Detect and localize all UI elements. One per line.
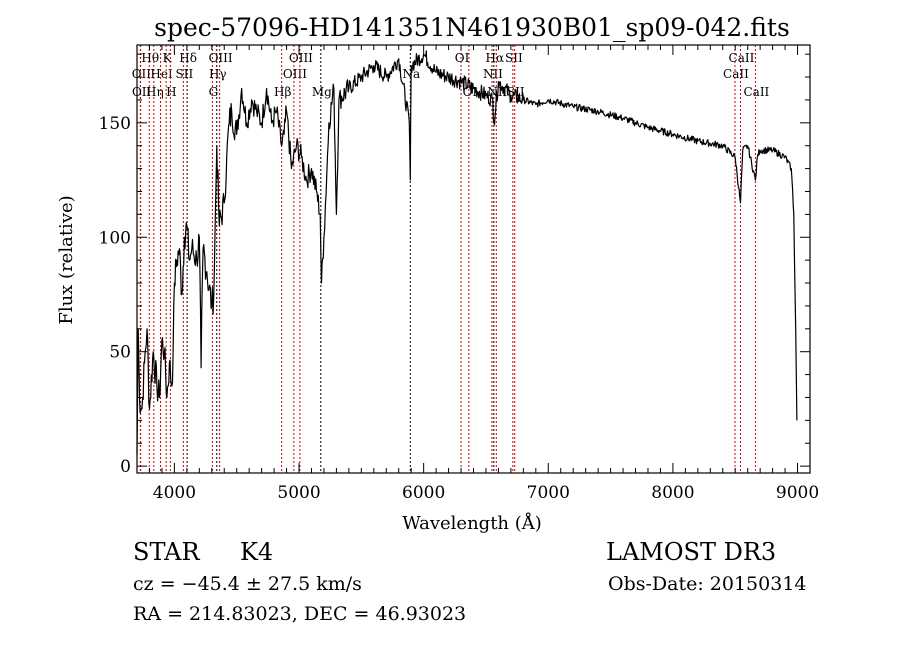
line-marker-label: CaII: [723, 67, 749, 81]
x-tick-label: 6000: [402, 483, 445, 503]
x-tick-label: 8000: [651, 483, 694, 503]
line-marker-label: OIII: [209, 51, 233, 65]
redshift-info: cz = −45.4 ± 27.5 km/s: [133, 573, 362, 595]
x-tick-label: 5000: [277, 483, 320, 503]
line-marker-label: NII: [483, 67, 503, 81]
line-markers: OIIOIIHθHηHeIKHSIIHδGHγOIIIHβOIIIOIIIMgN…: [132, 45, 770, 473]
plot-frame: [136, 44, 811, 474]
survey-label: LAMOST DR3: [606, 538, 776, 566]
coordinates: RA = 214.83023, DEC = 46.93023: [133, 603, 466, 625]
chart-title: spec-57096-HD141351N461930B01_sp09-042.f…: [154, 13, 790, 42]
y-tick-label: 100: [99, 228, 131, 248]
x-tick-label: 7000: [527, 483, 570, 503]
object-subclass: K4: [240, 538, 273, 566]
line-marker-label: Hδ: [179, 51, 197, 65]
line-marker-label: H: [166, 85, 176, 99]
y-tick-label: 50: [109, 343, 131, 363]
y-axis-label: Flux (relative): [56, 195, 77, 324]
line-marker-label: SII: [505, 51, 523, 65]
line-marker-label: G: [209, 85, 219, 99]
obs-date: Obs-Date: 20150314: [608, 573, 807, 595]
line-marker-label: Hα: [486, 51, 505, 65]
x-tick-label: 4000: [153, 483, 196, 503]
line-marker-label: OIII: [283, 67, 307, 81]
line-marker-label: CaII: [743, 85, 769, 99]
line-marker-label: Mg: [312, 85, 332, 99]
spectrum-series: [136, 50, 798, 455]
line-marker-label: Hθ: [141, 51, 159, 65]
line-marker-label: Hη: [146, 85, 164, 99]
line-marker-label: HeI: [150, 67, 173, 81]
x-tick-label: 9000: [776, 483, 819, 503]
object-class: STAR: [133, 538, 200, 566]
axes: 4000 5000 6000 7000 8000 9000 0 50 100 150: [99, 45, 819, 503]
spectrum-line: [136, 50, 798, 455]
y-tick-label: 150: [99, 114, 131, 134]
x-axis-label: Wavelength (Å): [402, 512, 542, 534]
line-marker-label: OI: [455, 51, 470, 65]
line-marker-label: SII: [176, 67, 194, 81]
line-marker-label: Hγ: [209, 67, 227, 81]
line-marker-label: CaII: [729, 51, 755, 65]
y-tick-label: 0: [120, 457, 131, 477]
line-marker-label: K: [163, 51, 173, 65]
line-marker-label: OII: [132, 67, 152, 81]
line-marker-label: Hβ: [274, 85, 291, 99]
line-marker-label: OIII: [289, 51, 313, 65]
